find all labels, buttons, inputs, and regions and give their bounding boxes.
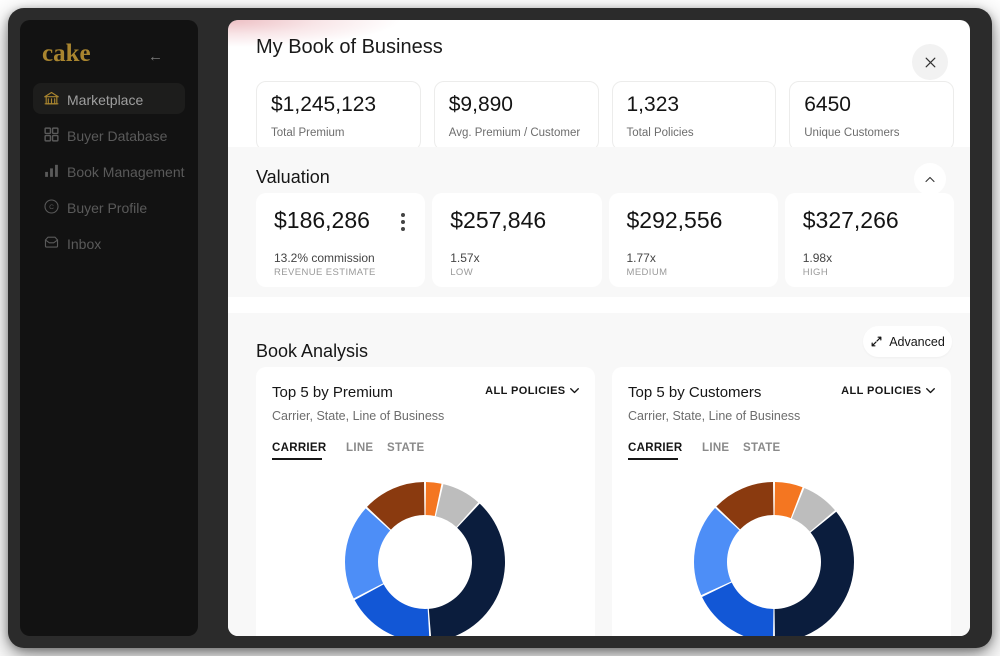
svg-text:C: C — [49, 204, 54, 211]
